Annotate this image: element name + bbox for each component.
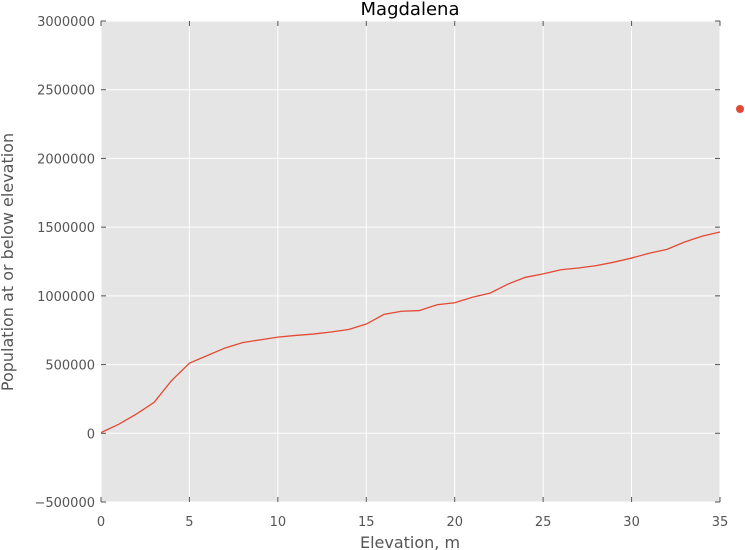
y-tick-label: 1000000 (37, 290, 95, 305)
legend-marker (736, 105, 744, 113)
x-axis-title: Elevation, m (360, 533, 460, 550)
grid-lines (100, 20, 721, 503)
x-tick-label: 35 (712, 515, 729, 530)
axis-ticks (100, 20, 721, 503)
x-tick-labels: 0 5 10 15 20 25 30 35 (97, 515, 728, 530)
y-tick-label: 3000000 (37, 15, 95, 30)
x-tick-label: 20 (446, 515, 463, 530)
x-tick-label: 15 (358, 515, 375, 530)
y-tick-label: 2000000 (37, 152, 95, 167)
y-tick-label: 1500000 (37, 221, 95, 236)
y-tick-label: 0 (87, 427, 95, 442)
y-tick-label: −500000 (34, 496, 95, 511)
x-tick-label: 0 (97, 515, 105, 530)
x-tick-label: 25 (535, 515, 552, 530)
x-tick-label: 30 (623, 515, 640, 530)
y-axis-title: Population at or below elevation (0, 133, 17, 391)
x-tick-label: 5 (185, 515, 193, 530)
y-tick-labels: −500000 0 500000 1000000 1500000 2000000 25000… (34, 15, 95, 511)
series-line (100, 231, 721, 434)
chart-title: Magdalena (361, 0, 460, 20)
y-tick-label: 2500000 (37, 84, 95, 99)
x-tick-label: 10 (270, 515, 287, 530)
y-tick-label: 500000 (45, 359, 95, 374)
plot-area (101, 21, 720, 502)
